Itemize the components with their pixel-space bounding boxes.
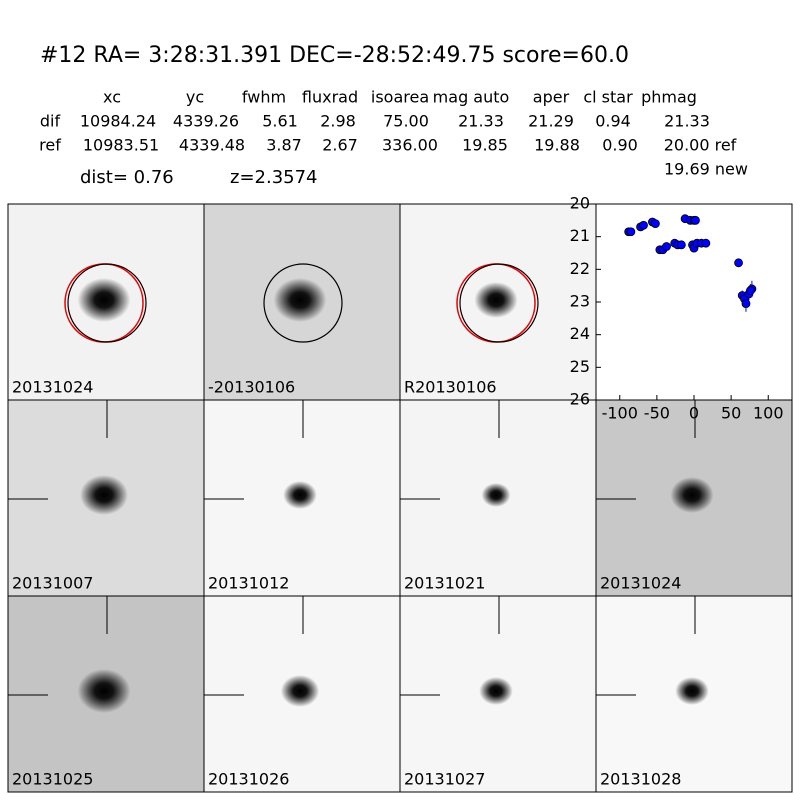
stamp-label: 20131026 <box>208 770 289 789</box>
table-cell: 19.88 <box>534 136 580 155</box>
stamp-label: 20131007 <box>12 574 93 593</box>
title: #12 RA= 3:28:31.391 DEC=-28:52:49.75 sco… <box>40 43 629 68</box>
table-cell: 4339.48 <box>179 136 245 155</box>
table-cell: 0.94 <box>595 112 631 131</box>
column-header: cl star <box>583 88 633 107</box>
stamp-label: 20131024 <box>600 574 681 593</box>
y-tick-label: 25 <box>570 357 590 376</box>
y-tick-label: 21 <box>570 226 590 245</box>
table-cell: 21.33 <box>664 112 710 131</box>
x-tick-label: 100 <box>753 404 784 423</box>
y-tick-label: 23 <box>570 292 590 311</box>
x-tick-label: -50 <box>644 404 670 423</box>
table-cell: 10984.24 <box>80 112 156 131</box>
source-blob <box>77 278 131 322</box>
source-blob <box>280 675 320 707</box>
stamp-label: 20131028 <box>600 770 681 789</box>
column-header: aper <box>533 88 570 107</box>
source-blob <box>675 677 709 705</box>
y-tick-label: 22 <box>570 259 590 278</box>
table-cell: 3.87 <box>266 136 302 155</box>
point <box>662 242 671 251</box>
y-tick-label: 26 <box>570 390 590 409</box>
source-blob <box>479 677 513 705</box>
source-blob <box>273 278 327 322</box>
point <box>701 238 711 248</box>
column-header: phmag <box>641 88 697 107</box>
table-cell: 10983.51 <box>83 136 159 155</box>
table-cell: 21.29 <box>528 112 574 131</box>
stamp-label: 20131027 <box>404 770 485 789</box>
y-tick-label: 20 <box>570 194 590 213</box>
column-header: isoarea <box>371 88 429 107</box>
stamp-label: 20131024 <box>12 378 93 397</box>
dist: dist= 0.76 <box>80 167 174 188</box>
point <box>676 240 686 250</box>
table-cell: 5.61 <box>262 112 298 131</box>
point <box>746 286 755 295</box>
table-cell: 2.67 <box>322 136 358 155</box>
source-blob <box>77 669 131 713</box>
point <box>691 215 700 225</box>
table-cell: 336.00 <box>382 136 438 155</box>
column-header: fwhm <box>242 88 286 107</box>
note: 19.69 new <box>664 160 748 179</box>
table-cell: 20.00 ref <box>664 136 737 155</box>
y-tick-label: 24 <box>570 324 590 343</box>
source-blob <box>670 477 714 513</box>
table-cell: 21.33 <box>458 112 504 131</box>
source-blob <box>80 475 128 515</box>
column-header: mag auto <box>433 88 510 107</box>
stamp-label: R20130106 <box>404 378 497 397</box>
plot-area <box>595 203 793 401</box>
stamp-label: 20131025 <box>12 770 93 789</box>
table-cell: 4339.26 <box>173 112 239 131</box>
aperture-circle <box>459 263 539 343</box>
table-cell: 75.00 <box>383 112 429 131</box>
x-tick-label: 50 <box>721 404 741 423</box>
aperture-circle <box>263 263 343 343</box>
point <box>639 220 648 230</box>
redshift: z=2.3574 <box>230 167 318 188</box>
stamp-label: -20130106 <box>208 378 295 397</box>
table-cell: 0.90 <box>602 136 638 155</box>
point <box>734 258 743 268</box>
point <box>650 219 660 229</box>
x-tick-label: -100 <box>602 404 638 423</box>
column-header: yc <box>186 88 204 107</box>
stamp-label: 20131012 <box>208 574 289 593</box>
source-blob <box>283 481 317 509</box>
aperture-circle <box>67 263 147 343</box>
table-cell: 2.98 <box>320 112 356 131</box>
x-tick-label: 0 <box>689 404 699 423</box>
row-label: dif <box>40 112 61 131</box>
table-cell: 19.85 <box>462 136 508 155</box>
row-label: ref <box>39 136 61 155</box>
source-blob <box>474 282 518 318</box>
column-header: fluxrad <box>302 88 358 107</box>
source-blob <box>481 483 511 507</box>
point <box>626 227 636 237</box>
stamp-label: 20131021 <box>404 574 485 593</box>
point <box>741 299 751 309</box>
column-header: xc <box>103 88 121 107</box>
